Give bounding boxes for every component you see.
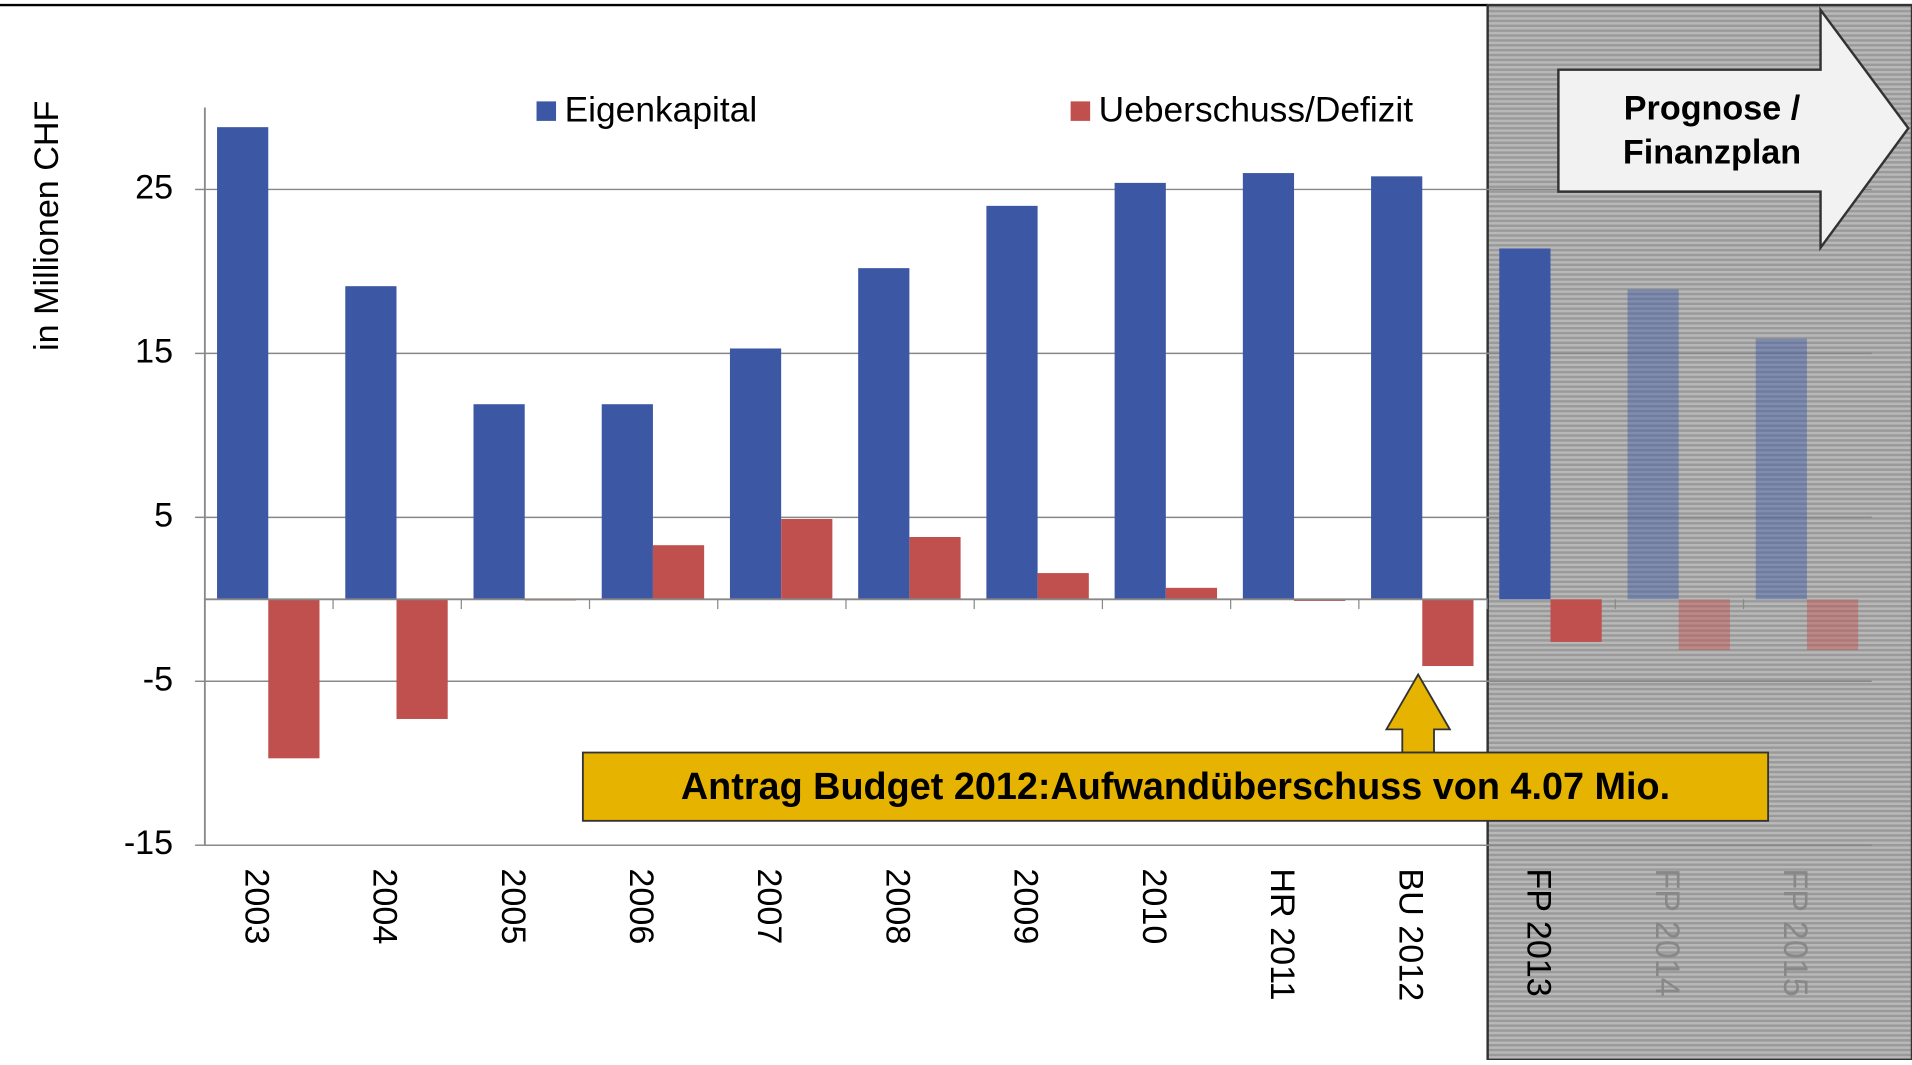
bar	[1499, 248, 1551, 600]
bar	[473, 404, 525, 600]
bar	[729, 348, 782, 600]
bar	[1114, 182, 1166, 600]
bar	[1242, 173, 1295, 600]
annotation: Antrag Budget 2012:Aufwandüberschuss von…	[681, 766, 1670, 808]
annotation-box	[581, 751, 1770, 822]
x-tick-label: 2004	[366, 868, 404, 944]
bar	[1627, 289, 1679, 600]
bar	[1422, 599, 1474, 667]
x-tick-label: 2009	[1007, 868, 1045, 944]
x-tick-label: FP 2013	[1520, 868, 1558, 996]
y-axis-label: in Millionen CHF	[28, 101, 66, 351]
y-tick-label: -5	[143, 660, 173, 698]
forecast-arrow	[1557, 6, 1910, 252]
bar	[1550, 599, 1602, 642]
legend-swatch	[536, 101, 557, 121]
bar	[268, 599, 320, 759]
bar	[217, 127, 269, 600]
x-tick-label: FP 2014	[1648, 868, 1686, 996]
y-tick-label: 5	[154, 496, 173, 534]
plot-layer: -15 -5 5 15 25 2003 2004 2005 2006 2007 2008 2009 20…	[124, 91, 1872, 1001]
legend-label: Eigenkapital	[565, 91, 758, 130]
x-tick-label: HR 2011	[1263, 868, 1301, 1000]
bar	[1037, 573, 1089, 600]
forecast-label-box: Prognose / Finanzplan	[1622, 89, 1802, 171]
x-tick-label: FP 2015	[1776, 868, 1814, 996]
x-tick-label: 2006	[622, 868, 660, 944]
bar	[909, 537, 961, 600]
bar	[1806, 599, 1859, 651]
legend-swatch	[1070, 101, 1091, 121]
legend-label: Ueberschuss/Defizit	[1099, 91, 1414, 130]
forecast-label: Prognose / Finanzplan	[1622, 89, 1802, 171]
bar	[652, 545, 705, 600]
x-tick-label: BU 2012	[1391, 868, 1429, 1001]
bar	[781, 518, 833, 600]
y-tick-label: -15	[124, 824, 173, 862]
x-tick-label: 2007	[750, 868, 788, 944]
x-tick-label: 2008	[878, 868, 916, 944]
y-tick-label: 25	[135, 168, 173, 206]
bar	[396, 599, 448, 719]
bar	[1165, 587, 1218, 600]
bar	[1371, 176, 1423, 600]
x-tick-label: 2005	[494, 868, 532, 944]
y-tick-label: 15	[135, 332, 173, 370]
bar	[986, 205, 1038, 600]
annotation-arrow	[1384, 672, 1452, 754]
x-tick-label: 2010	[1135, 868, 1173, 944]
bar	[1678, 599, 1730, 651]
x-tick-label: 2003	[237, 868, 275, 944]
bar	[858, 268, 910, 600]
bar	[1755, 338, 1807, 600]
bar	[345, 286, 397, 600]
bar	[601, 404, 653, 600]
